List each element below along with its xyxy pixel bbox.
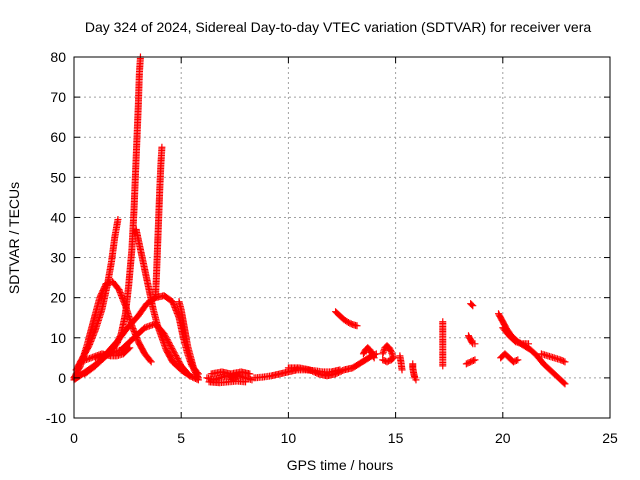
y-tick-label: 50	[50, 169, 66, 185]
data-point	[467, 300, 477, 310]
x-tick-label: 20	[495, 430, 511, 446]
data-point	[495, 310, 569, 388]
series-arc-15-16	[409, 360, 420, 384]
series-arc-decay-37	[132, 225, 194, 380]
series-arc-base-6-8c	[207, 368, 254, 378]
data-point	[284, 350, 380, 380]
series-arc-18-5	[464, 332, 479, 348]
y-tick-label: 40	[50, 209, 66, 225]
data-point	[462, 356, 479, 368]
x-tick-label: 0	[70, 430, 78, 446]
series-arc-dip-6	[76, 344, 134, 366]
data-point	[132, 225, 194, 380]
y-tick-label: -10	[46, 410, 66, 426]
y-axis-label: SDTVAR / TECUs	[6, 182, 22, 294]
series-iso-17	[439, 318, 447, 370]
y-tick-label: 80	[50, 49, 66, 65]
y-tick-label: 70	[50, 89, 66, 105]
x-tick-label: 5	[177, 430, 185, 446]
data-point	[175, 298, 202, 382]
series-arc-20-23c	[497, 350, 522, 366]
series-arc-base-6-8b	[205, 377, 250, 387]
data-point	[499, 324, 533, 348]
series-arc-12-17	[332, 308, 361, 330]
series-arc-20-23b	[499, 324, 533, 348]
data-point	[205, 377, 250, 387]
x-tick-label: 25	[602, 430, 618, 446]
series-arc-18-5b	[467, 300, 477, 310]
data-point	[464, 332, 479, 348]
plot-frame	[73, 56, 611, 419]
y-tick-label: 60	[50, 129, 66, 145]
series-arc-spike-57	[151, 143, 166, 302]
series-arc-18-5c	[462, 356, 479, 368]
data-point	[439, 318, 447, 370]
data-point	[409, 360, 420, 384]
series-arc-14-15	[359, 344, 378, 362]
data-point	[332, 308, 361, 330]
grid-lines	[74, 57, 610, 418]
x-tick-label: 10	[281, 430, 297, 446]
x-tick-label: 15	[388, 430, 404, 446]
data-point	[359, 344, 378, 362]
data-marks	[70, 53, 569, 388]
series-arc-14-15c	[379, 354, 397, 366]
data-point	[207, 368, 254, 378]
chart-title: Day 324 of 2024, Sidereal Day-to-day VTE…	[85, 19, 591, 35]
series-arc-20-23	[495, 310, 569, 388]
y-tick-label: 0	[58, 370, 66, 386]
y-tick-label: 20	[50, 290, 66, 306]
y-tick-label: 30	[50, 250, 66, 266]
data-point	[76, 344, 134, 366]
series-arc-22-23	[537, 350, 569, 366]
series-iso-15	[396, 352, 406, 374]
data-point	[497, 350, 522, 366]
x-axis-label: GPS time / hours	[287, 457, 394, 473]
series-arc-base-10-13	[284, 350, 380, 380]
data-point	[151, 143, 166, 302]
series-arc-fall-19	[175, 298, 202, 382]
y-tick-label: 10	[50, 330, 66, 346]
data-point	[396, 352, 406, 374]
data-point	[379, 354, 397, 366]
data-point	[537, 350, 569, 366]
